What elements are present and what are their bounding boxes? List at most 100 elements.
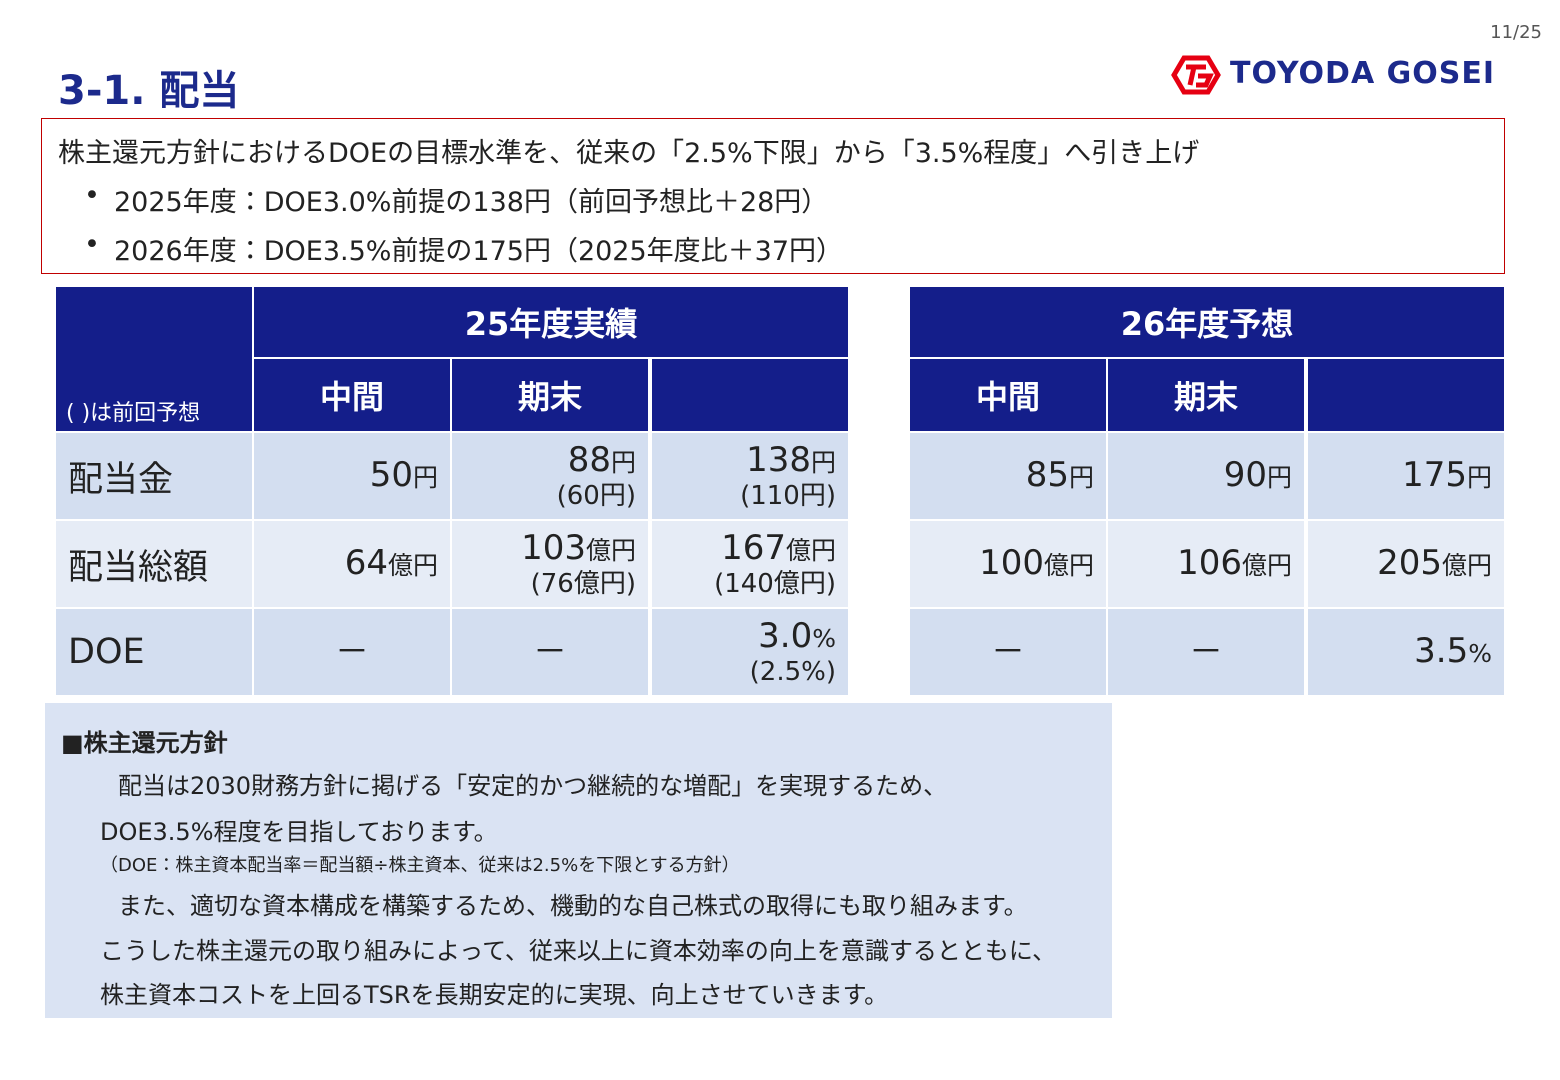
cell-value-line: －: [533, 634, 567, 670]
cell-value-line: －: [1189, 634, 1223, 670]
column-header: 期末: [1108, 359, 1304, 431]
previous-forecast: (60円): [556, 480, 636, 511]
column-header: [1308, 359, 1504, 431]
cell-value-line: 88円: [568, 442, 636, 481]
slide-title: 3-1. 配当: [58, 68, 240, 114]
table-header: 25年度実績: [254, 287, 848, 357]
table-cell: 90円: [1108, 433, 1304, 519]
cell-value-line: 90円: [1224, 457, 1292, 496]
previous-forecast: (140億円): [714, 568, 836, 599]
policy-line: 株主資本コストを上回るTSRを長期安定的に実現、向上させていきます。: [100, 981, 889, 1009]
cell-value: 64: [344, 542, 388, 583]
cell-value: －: [991, 632, 1025, 672]
cell-value: 100: [979, 542, 1044, 583]
cell-value-line: 106億円: [1177, 545, 1292, 584]
cell-value-line: 50円: [370, 457, 438, 496]
cell-value-line: 167億円: [721, 530, 836, 569]
cell-unit: 円: [810, 447, 836, 477]
cell-unit: 円: [1466, 462, 1492, 492]
cell-unit: %: [812, 623, 836, 653]
cell-value-line: 64億円: [345, 545, 438, 584]
previous-forecast: (110円): [740, 480, 836, 511]
cell-value: 85: [1025, 454, 1069, 495]
cell-value: 103: [521, 527, 586, 568]
summary-headline: 株主還元方針におけるDOEの目標水準を、従来の「2.5%下限」から「3.5%程度…: [58, 138, 1200, 169]
logo-text: TOYODA GOSEI: [1230, 56, 1496, 91]
cell-unit: 円: [1068, 462, 1094, 492]
summary-bullet: 2026年度：DOE3.5%前提の175円（2025年度比＋37円）: [114, 236, 844, 267]
cell-value-line: 205億円: [1377, 545, 1492, 584]
header-corner: [56, 287, 252, 431]
table-cell: 100億円: [910, 521, 1106, 607]
table-cell: 103億円 (76億円): [452, 521, 648, 607]
cell-value: 3.5: [1414, 630, 1469, 671]
table-cell: 167億円 (140億円): [652, 521, 848, 607]
cell-unit: 円: [1266, 462, 1292, 492]
cell-unit: 円: [412, 462, 438, 492]
policy-note: （DOE：株主資本配当率＝配当額÷株主資本、従来は2.5%を下限とする方針）: [100, 855, 740, 876]
table-cell: 138円 (110円): [652, 433, 848, 519]
table-cell: 175円: [1308, 433, 1504, 519]
cell-value: 90: [1223, 454, 1267, 495]
previous-forecast: (2.5%): [749, 656, 836, 687]
cell-unit: 億円: [1043, 550, 1094, 580]
cell-value: －: [1189, 632, 1223, 672]
cell-value: －: [533, 632, 567, 672]
row-label: 配当金: [56, 433, 252, 519]
table-cell: －: [452, 609, 648, 695]
table-cell: 64億円: [254, 521, 450, 607]
table-cell: 106億円: [1108, 521, 1304, 607]
table-cell: 88円 (60円): [452, 433, 648, 519]
table-cell: 3.0% (2.5%): [652, 609, 848, 695]
cell-value: 50: [369, 454, 413, 495]
cell-unit: 億円: [585, 535, 636, 565]
cell-unit: 億円: [387, 550, 438, 580]
column-header: 中間: [254, 359, 450, 431]
cell-unit: 億円: [785, 535, 836, 565]
column-header: 中間: [910, 359, 1106, 431]
summary-bullet: 2025年度：DOE3.0%前提の138円（前回予想比＋28円）: [114, 187, 829, 218]
logo: TOYODA GOSEI: [1168, 52, 1540, 98]
logo-emblem: [1171, 55, 1221, 95]
summary-box: 株主還元方針におけるDOEの目標水準を、従来の「2.5%下限」から「3.5%程度…: [41, 118, 1505, 274]
table-cell: 3.5%: [1308, 609, 1504, 695]
policy-line: DOE3.5%程度を目指しております。: [100, 818, 498, 846]
policy-line: また、適切な資本構成を構築するため、機動的な自己株式の取得にも取り組みます。: [118, 892, 1028, 920]
row-label: 配当総額: [56, 521, 252, 607]
cell-unit: 億円: [1241, 550, 1292, 580]
cell-value: 138: [746, 439, 811, 480]
table-cell: －: [1108, 609, 1304, 695]
bullet-dot: •: [84, 229, 100, 260]
page-number: 11/25: [1490, 22, 1542, 43]
table-cell: 85円: [910, 433, 1106, 519]
cell-value: 205: [1377, 542, 1442, 583]
cell-value: 3.0: [758, 615, 813, 656]
column-header: [652, 359, 848, 431]
cell-value-line: 85円: [1026, 457, 1094, 496]
cell-unit: %: [1468, 638, 1492, 668]
policy-line: こうした株主還元の取り組みによって、従来以上に資本効率の向上を意識するとともに、: [100, 937, 1057, 965]
previous-forecast: (76億円): [530, 568, 636, 599]
cell-value-line: 175円: [1402, 457, 1492, 496]
table-cell: －: [910, 609, 1106, 695]
cell-value-line: －: [335, 634, 369, 670]
cell-value-line: 3.0%: [758, 618, 836, 657]
column-header: 期末: [452, 359, 648, 431]
policy-line: 配当は2030財務方針に掲げる「安定的かつ継続的な増配」を実現するため、: [118, 772, 948, 800]
bullet-dot: •: [84, 180, 100, 211]
cell-value: －: [335, 632, 369, 672]
table-note: ( )は前回予想: [66, 401, 201, 426]
cell-value-line: 138円: [746, 442, 836, 481]
table-cell: 50円: [254, 433, 450, 519]
cell-value-line: －: [991, 634, 1025, 670]
cell-value: 88: [567, 439, 611, 480]
cell-value-line: 103億円: [521, 530, 636, 569]
cell-unit: 円: [610, 447, 636, 477]
table-cell: 205億円: [1308, 521, 1504, 607]
cell-value-line: 100億円: [979, 545, 1094, 584]
policy-box: ■株主還元方針 配当は2030財務方針に掲げる「安定的かつ継続的な増配」を実現す…: [45, 703, 1112, 1018]
cell-value: 175: [1402, 454, 1467, 495]
table-header: 26年度予想: [910, 287, 1504, 357]
cell-value: 106: [1177, 542, 1242, 583]
